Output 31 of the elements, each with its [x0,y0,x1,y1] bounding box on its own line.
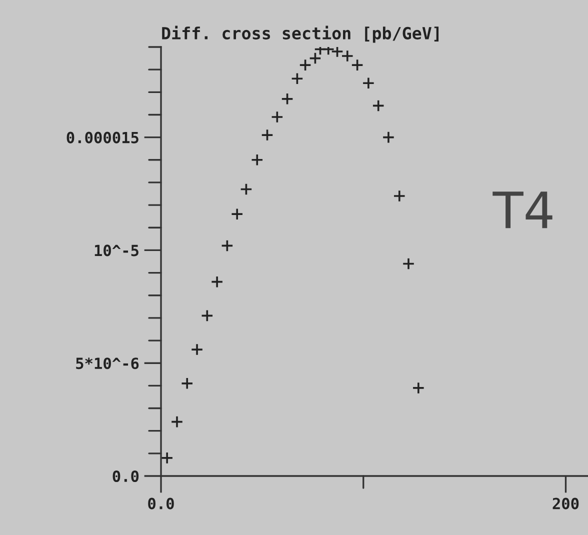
y-tick-label: 0.0 [112,470,139,482]
point [341,50,354,62]
point [180,377,194,390]
chart-title: Diff. cross section [pb/GeV] [162,26,439,43]
point [412,382,425,394]
point [270,110,284,124]
point [250,154,264,166]
point [161,452,174,464]
point [393,190,406,202]
y-tick-label: 10^-5 [94,244,138,256]
point [372,99,385,112]
point [362,76,375,90]
point [200,309,214,322]
point [382,131,395,144]
point [170,416,184,428]
point [260,128,274,142]
point [190,343,204,356]
point [230,208,244,220]
point [210,276,224,288]
annotation: T4 [492,192,552,228]
y-tick-label: 5*10^-6 [76,358,139,370]
point [290,72,304,85]
point [220,239,234,252]
point [351,58,364,72]
point [299,58,312,72]
point [402,257,415,270]
point [240,182,252,196]
y-tick-label: 0.000015 [66,132,138,144]
point [330,47,344,58]
x-tick-label: 200 [552,498,579,510]
point [280,92,294,106]
